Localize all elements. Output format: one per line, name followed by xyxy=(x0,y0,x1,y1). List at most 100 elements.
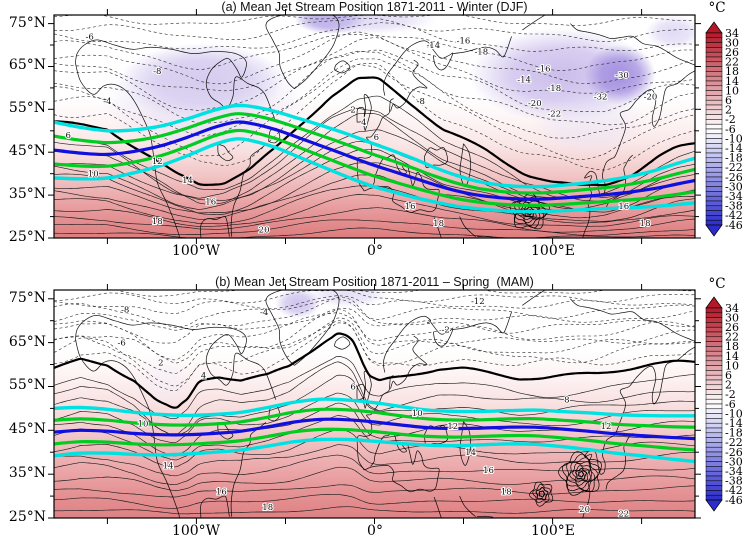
orography-contour-ring xyxy=(535,487,549,501)
coastline xyxy=(75,62,180,238)
jet-outer-line xyxy=(54,397,695,418)
contour-label: -22 xyxy=(547,110,561,120)
orography-contour-ring xyxy=(572,465,590,483)
colorbar-tick-label: -14 xyxy=(725,417,743,430)
colorbar-segment xyxy=(705,171,723,178)
contour-line-dashed xyxy=(54,297,695,331)
coastline xyxy=(265,290,340,366)
contour-label: -18 xyxy=(474,48,488,58)
contour-line-dashed xyxy=(54,49,695,113)
colorbar-segment xyxy=(705,317,723,323)
colorbar-tick-label: 18 xyxy=(725,65,739,78)
colorbar-tick-label: -6 xyxy=(725,398,736,411)
latitude-label: 55°N xyxy=(8,100,46,116)
coastline xyxy=(217,144,234,162)
orography-contour-ring xyxy=(538,490,546,498)
contour-line-dashed xyxy=(115,290,695,297)
colorbar-segment xyxy=(705,360,723,366)
contour-line-dashed xyxy=(54,62,695,171)
contour-label: -20 xyxy=(528,99,542,109)
contour-label: -18 xyxy=(547,84,561,94)
colorbar-segment xyxy=(705,51,723,58)
contour-line-solid xyxy=(54,227,695,238)
colorbar-segment xyxy=(705,422,723,429)
coastline xyxy=(430,321,454,347)
colorbar-segment xyxy=(705,157,723,163)
longitude-label: 0° xyxy=(367,523,383,539)
contour-line-solid xyxy=(54,162,695,219)
colorbar-segment xyxy=(705,432,723,438)
colorbar-segment xyxy=(705,56,723,63)
latitude-label: 65°N xyxy=(8,334,46,350)
colorbar-arrow-down xyxy=(705,499,723,512)
colorbar-tick-label: 2 xyxy=(725,104,732,117)
colorbar: 3430262218141062-2-6-10-14-18-22-26-30-3… xyxy=(705,21,743,237)
colorbar-segment xyxy=(705,191,723,197)
colorbar-tick-label: -18 xyxy=(725,152,743,165)
contour-line-dashed xyxy=(54,15,695,26)
contour-label: 20 xyxy=(259,225,270,235)
latitude-label: 45°N xyxy=(8,143,46,159)
coastline xyxy=(570,23,695,66)
colorbar-segment xyxy=(705,312,723,318)
contour-label: 14 xyxy=(465,448,476,458)
colorbar-tick-label: -42 xyxy=(725,209,743,222)
coastline xyxy=(605,433,633,490)
contour-label: 16 xyxy=(483,466,494,476)
contour-line-solid xyxy=(54,466,695,491)
colorbar-segment xyxy=(705,162,723,168)
colorbar-segment xyxy=(705,143,723,149)
contour-label: 14 xyxy=(163,461,174,471)
colorbar-tick-label: -22 xyxy=(725,161,743,174)
latitude-label: 65°N xyxy=(8,57,46,73)
coastline xyxy=(476,235,493,238)
colorbar-segment xyxy=(705,215,723,221)
coastline xyxy=(433,496,442,518)
coastline xyxy=(356,384,365,400)
contour-line-dashed xyxy=(54,290,695,304)
coastline xyxy=(430,46,454,71)
latitude-label: 45°N xyxy=(8,421,46,437)
colorbar-segment xyxy=(705,461,723,467)
coastline xyxy=(75,39,277,123)
coastline xyxy=(374,98,394,133)
contour-label: -32 xyxy=(594,93,608,103)
colorbar-segment xyxy=(705,403,723,410)
contour-label: 18 xyxy=(501,488,512,498)
contour-line-dashed xyxy=(54,22,695,52)
latitude-label: 75°N xyxy=(8,290,46,306)
contour-label: -16 xyxy=(457,37,471,47)
jet-outer-line xyxy=(54,103,695,189)
colorbar-tick-label: 10 xyxy=(725,359,739,372)
map-panel-b: -8 -6 -4 -12 -2 2 4 6 8 10 10 12 12 14 14 16 16 18 18 20 22 xyxy=(48,284,701,524)
colorbar-segment xyxy=(705,205,723,211)
contour-label: 18 xyxy=(640,219,651,229)
colorbar-segment xyxy=(705,80,723,87)
contour-label: 6 xyxy=(374,133,379,143)
jet-mean-line xyxy=(54,417,695,441)
jet-inner-line xyxy=(54,128,695,207)
colorbar-segment xyxy=(705,147,723,154)
colorbar-segment xyxy=(705,475,723,482)
colorbar-tick-label: 2 xyxy=(725,379,732,392)
contour-line-solid xyxy=(54,207,695,233)
colorbar-tick-label: 30 xyxy=(725,36,739,49)
map-panel-a: -6-8-4-14 -16-18-8-14-16-18-20-22-30-32 -2… xyxy=(48,9,701,244)
jet-inner-line xyxy=(54,407,695,429)
longitude-label: 100°W xyxy=(171,243,221,259)
contour-label: 2 xyxy=(158,358,163,368)
coastline xyxy=(268,127,281,144)
contour-label: -8 xyxy=(417,97,425,107)
contour-label: -2 xyxy=(442,326,450,336)
colorbar-tick-label: -46 xyxy=(725,219,743,232)
contour-label: 22 xyxy=(618,510,629,520)
cold-anomaly-blob xyxy=(308,290,387,308)
contour-line-dashed xyxy=(54,33,695,71)
colorbar-segment xyxy=(705,336,723,342)
colorbar-segment xyxy=(705,480,723,486)
colorbar-tick-label: 22 xyxy=(725,331,739,344)
colorbar-arrow-up xyxy=(705,296,723,309)
colorbar-segment xyxy=(705,47,723,53)
orography-contour-ring xyxy=(561,453,601,493)
coastline xyxy=(265,15,340,90)
